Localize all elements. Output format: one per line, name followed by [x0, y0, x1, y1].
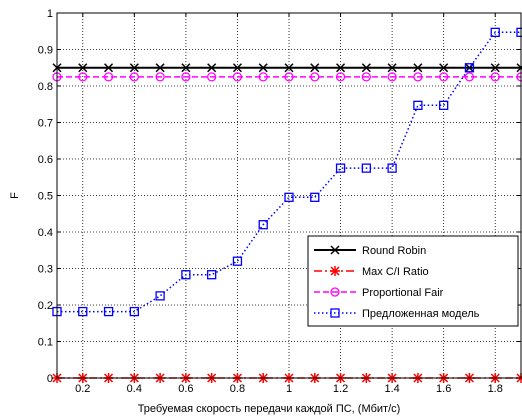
- x-tick-label: 0.6: [178, 383, 193, 395]
- data-point: [207, 270, 217, 280]
- data-point: [258, 72, 268, 82]
- data-point: [129, 63, 139, 73]
- data-point: [284, 192, 294, 202]
- x-tick-label: 0.8: [230, 383, 245, 395]
- data-point: [310, 192, 320, 202]
- data-point: [330, 308, 340, 318]
- y-tick-label: 0.3: [38, 264, 53, 276]
- data-point: [490, 27, 500, 37]
- data-point: [284, 63, 294, 73]
- data-point: [129, 72, 139, 82]
- data-point: [330, 266, 340, 276]
- data-point: [330, 245, 340, 255]
- x-tick-label: 1.2: [333, 383, 348, 395]
- tick-labels: 0.2 0.4 0.6 0.8 1 1.2 1.4 1.6 1.8 0 0.1 0.2 0.3 0.4 0.…: [38, 8, 503, 395]
- series-предложенная-модель: [52, 27, 522, 317]
- grid: [57, 13, 521, 378]
- plot-frame: [56, 12, 522, 379]
- x-tick-label: 1.4: [384, 383, 399, 395]
- data-point: [413, 72, 423, 82]
- x-tick-label: 1: [286, 383, 292, 395]
- data-point: [361, 63, 371, 73]
- data-point: [310, 72, 320, 82]
- data-point: [103, 306, 114, 317]
- data-point: [284, 72, 294, 82]
- data-point: [103, 72, 114, 82]
- series-group: [52, 27, 522, 383]
- data-point: [155, 63, 165, 73]
- data-point: [181, 63, 191, 73]
- data-point: [310, 63, 320, 73]
- data-point: [129, 306, 139, 317]
- data-point: [439, 63, 449, 73]
- data-point: [232, 256, 243, 266]
- y-tick-label: 1: [47, 8, 53, 20]
- data-point: [78, 306, 88, 317]
- series-proportional-fair: [52, 72, 522, 82]
- data-point: [232, 63, 242, 73]
- data-point: [361, 163, 371, 173]
- data-point: [490, 72, 500, 82]
- data-point: [207, 72, 217, 82]
- data-point: [387, 63, 397, 73]
- data-point: [181, 72, 191, 82]
- data-point: [155, 72, 165, 82]
- legend: Round Robin Max C/I Ratio Proportional Fai…: [307, 235, 519, 327]
- data-point: [258, 63, 268, 73]
- data-point: [387, 72, 397, 82]
- y-tick-label: 0.1: [38, 337, 53, 349]
- data-point: [439, 72, 449, 82]
- y-tick-label: 0.6: [38, 154, 53, 166]
- legend-entry: Предложенная модель: [314, 308, 480, 320]
- y-tick-label: 0.9: [38, 45, 53, 57]
- y-axis-label: F: [9, 192, 21, 199]
- x-tick-label: 0.4: [127, 383, 142, 395]
- series-line: [57, 31, 521, 313]
- data-point: [464, 63, 475, 73]
- data-point: [464, 72, 475, 82]
- data-point: [78, 72, 88, 82]
- legend-label: Proportional Fair: [362, 287, 444, 299]
- legend-entry: Round Robin: [314, 245, 426, 257]
- data-point: [104, 63, 114, 73]
- data-point: [490, 63, 500, 73]
- y-tick-label: 0.2: [38, 300, 53, 312]
- y-tick-label: 0.7: [38, 118, 53, 130]
- data-point: [232, 72, 243, 82]
- y-tick-label: 0.5: [38, 191, 53, 203]
- data-point: [387, 163, 397, 173]
- legend-entry: Proportional Fair: [314, 287, 444, 299]
- data-point: [361, 72, 371, 82]
- legend-entry: Max C/I Ratio: [314, 266, 429, 278]
- legend-label: Max C/I Ratio: [362, 266, 429, 278]
- legend-label: Round Robin: [362, 245, 426, 257]
- data-point: [336, 63, 346, 73]
- data-point: [155, 291, 165, 301]
- data-point: [258, 220, 268, 230]
- data-point: [78, 63, 88, 73]
- data-point: [413, 100, 423, 110]
- x-tick-label: 1.8: [488, 383, 503, 395]
- data-point: [439, 100, 449, 110]
- x-axis-label: Требуемая скорость передачи каждой ПС, (…: [138, 403, 401, 415]
- data-point: [413, 63, 423, 73]
- data-point: [330, 287, 340, 297]
- x-tick-label: 0.2: [75, 383, 90, 395]
- data-point: [181, 270, 191, 280]
- x-tick-label: 1.6: [436, 383, 451, 395]
- y-tick-label: 0.8: [38, 81, 53, 93]
- data-point: [207, 63, 217, 73]
- y-tick-label: 0.4: [38, 227, 53, 239]
- y-tick-label: 0: [47, 373, 53, 385]
- data-point: [335, 72, 346, 82]
- series-round-robin: [52, 63, 522, 73]
- data-point: [335, 163, 346, 173]
- legend-label: Предложенная модель: [362, 308, 480, 320]
